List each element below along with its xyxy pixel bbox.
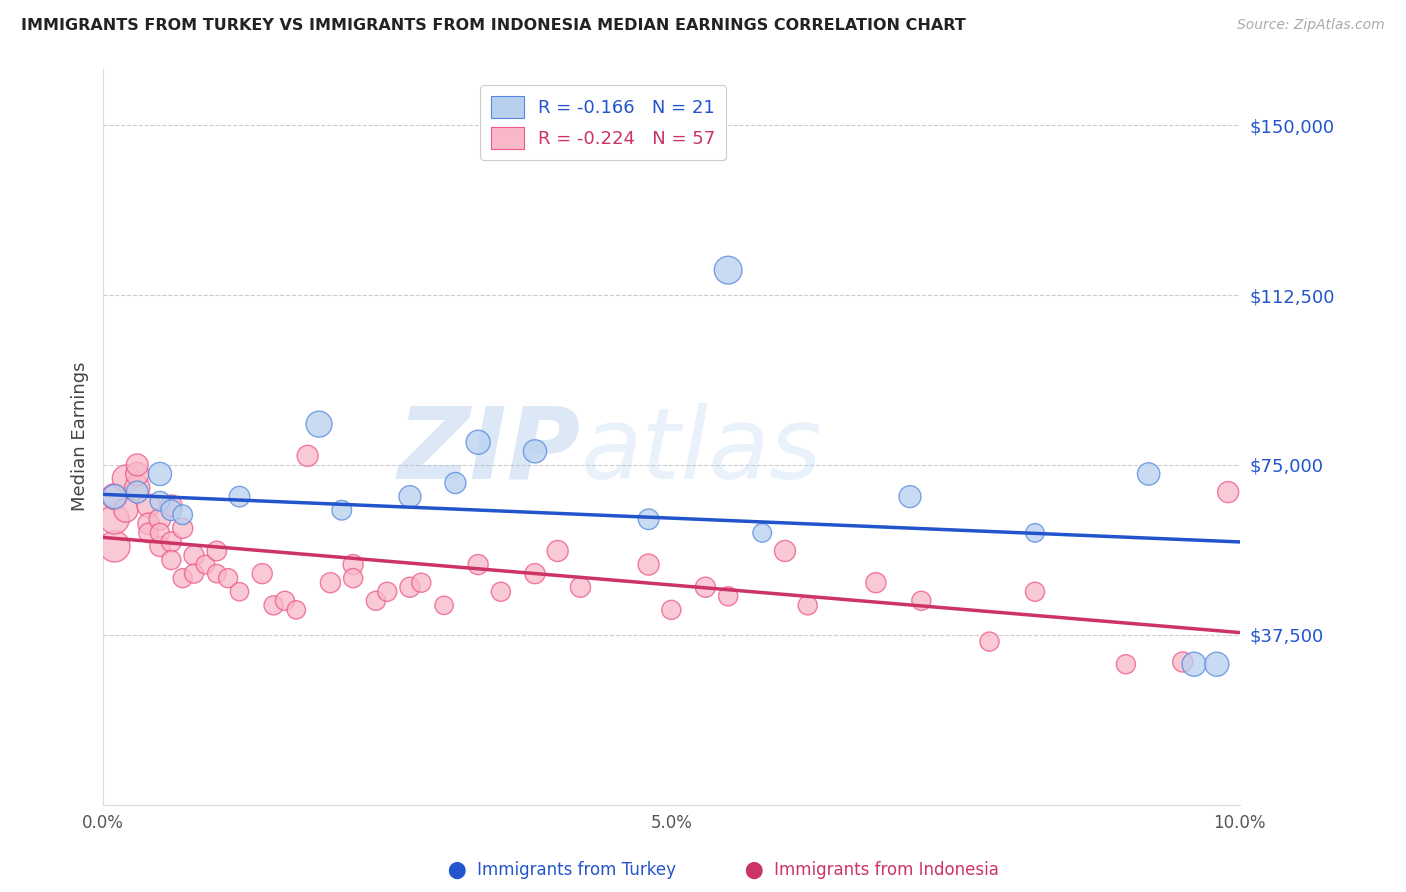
Point [695,580,717,594]
Point [160,553,183,567]
Text: ⬤  Immigrants from Turkey: ⬤ Immigrants from Turkey [449,861,676,879]
Point [149,467,172,481]
Point [523,444,546,458]
Point [717,263,740,277]
Point [228,584,250,599]
Point [138,525,160,540]
Point [444,476,467,491]
Point [411,575,433,590]
Text: Source: ZipAtlas.com: Source: ZipAtlas.com [1237,18,1385,32]
Y-axis label: Median Earnings: Median Earnings [72,362,89,511]
Point [467,435,489,450]
Point [127,481,149,495]
Point [228,490,250,504]
Point [433,599,456,613]
Point [138,516,160,531]
Point [103,540,125,554]
Point [160,503,183,517]
Point [183,549,205,563]
Point [149,525,172,540]
Point [308,417,330,431]
Point [319,575,342,590]
Point [252,566,274,581]
Point [103,490,125,504]
Point [127,467,149,481]
Point [172,521,194,535]
Point [796,599,818,613]
Point [205,544,228,558]
Point [364,594,387,608]
Point [342,571,364,585]
Text: ⬤  Immigrants from Indonesia: ⬤ Immigrants from Indonesia [745,861,998,879]
Point [127,458,149,472]
Point [103,512,125,526]
Legend: R = -0.166   N = 21, R = -0.224   N = 57: R = -0.166 N = 21, R = -0.224 N = 57 [481,85,725,160]
Point [160,535,183,549]
Point [717,589,740,603]
Point [489,584,512,599]
Point [330,503,353,517]
Point [1024,525,1046,540]
Text: IMMIGRANTS FROM TURKEY VS IMMIGRANTS FROM INDONESIA MEDIAN EARNINGS CORRELATION : IMMIGRANTS FROM TURKEY VS IMMIGRANTS FRO… [21,18,966,33]
Point [399,580,422,594]
Point [898,490,921,504]
Point [103,490,125,504]
Point [183,566,205,581]
Point [1205,657,1227,672]
Point [217,571,239,585]
Point [342,558,364,572]
Point [115,503,138,517]
Point [910,594,932,608]
Point [263,599,285,613]
Point [547,544,569,558]
Point [172,571,194,585]
Point [1137,467,1160,481]
Point [1218,485,1240,500]
Point [375,584,398,599]
Point [149,540,172,554]
Point [979,634,1001,648]
Point [115,471,138,485]
Point [773,544,796,558]
Point [172,508,194,522]
Point [274,594,297,608]
Point [149,494,172,508]
Point [569,580,592,594]
Point [194,558,217,572]
Point [160,499,183,513]
Point [149,512,172,526]
Point [467,558,489,572]
Point [523,566,546,581]
Point [865,575,887,590]
Point [127,485,149,500]
Point [637,512,659,526]
Point [1024,584,1046,599]
Point [1171,655,1194,669]
Point [1182,657,1205,672]
Point [297,449,319,463]
Point [205,566,228,581]
Point [637,558,659,572]
Text: ZIP: ZIP [398,403,581,500]
Point [138,499,160,513]
Point [659,603,682,617]
Point [751,525,773,540]
Point [399,490,422,504]
Text: atlas: atlas [581,403,823,500]
Point [285,603,308,617]
Point [1115,657,1137,672]
